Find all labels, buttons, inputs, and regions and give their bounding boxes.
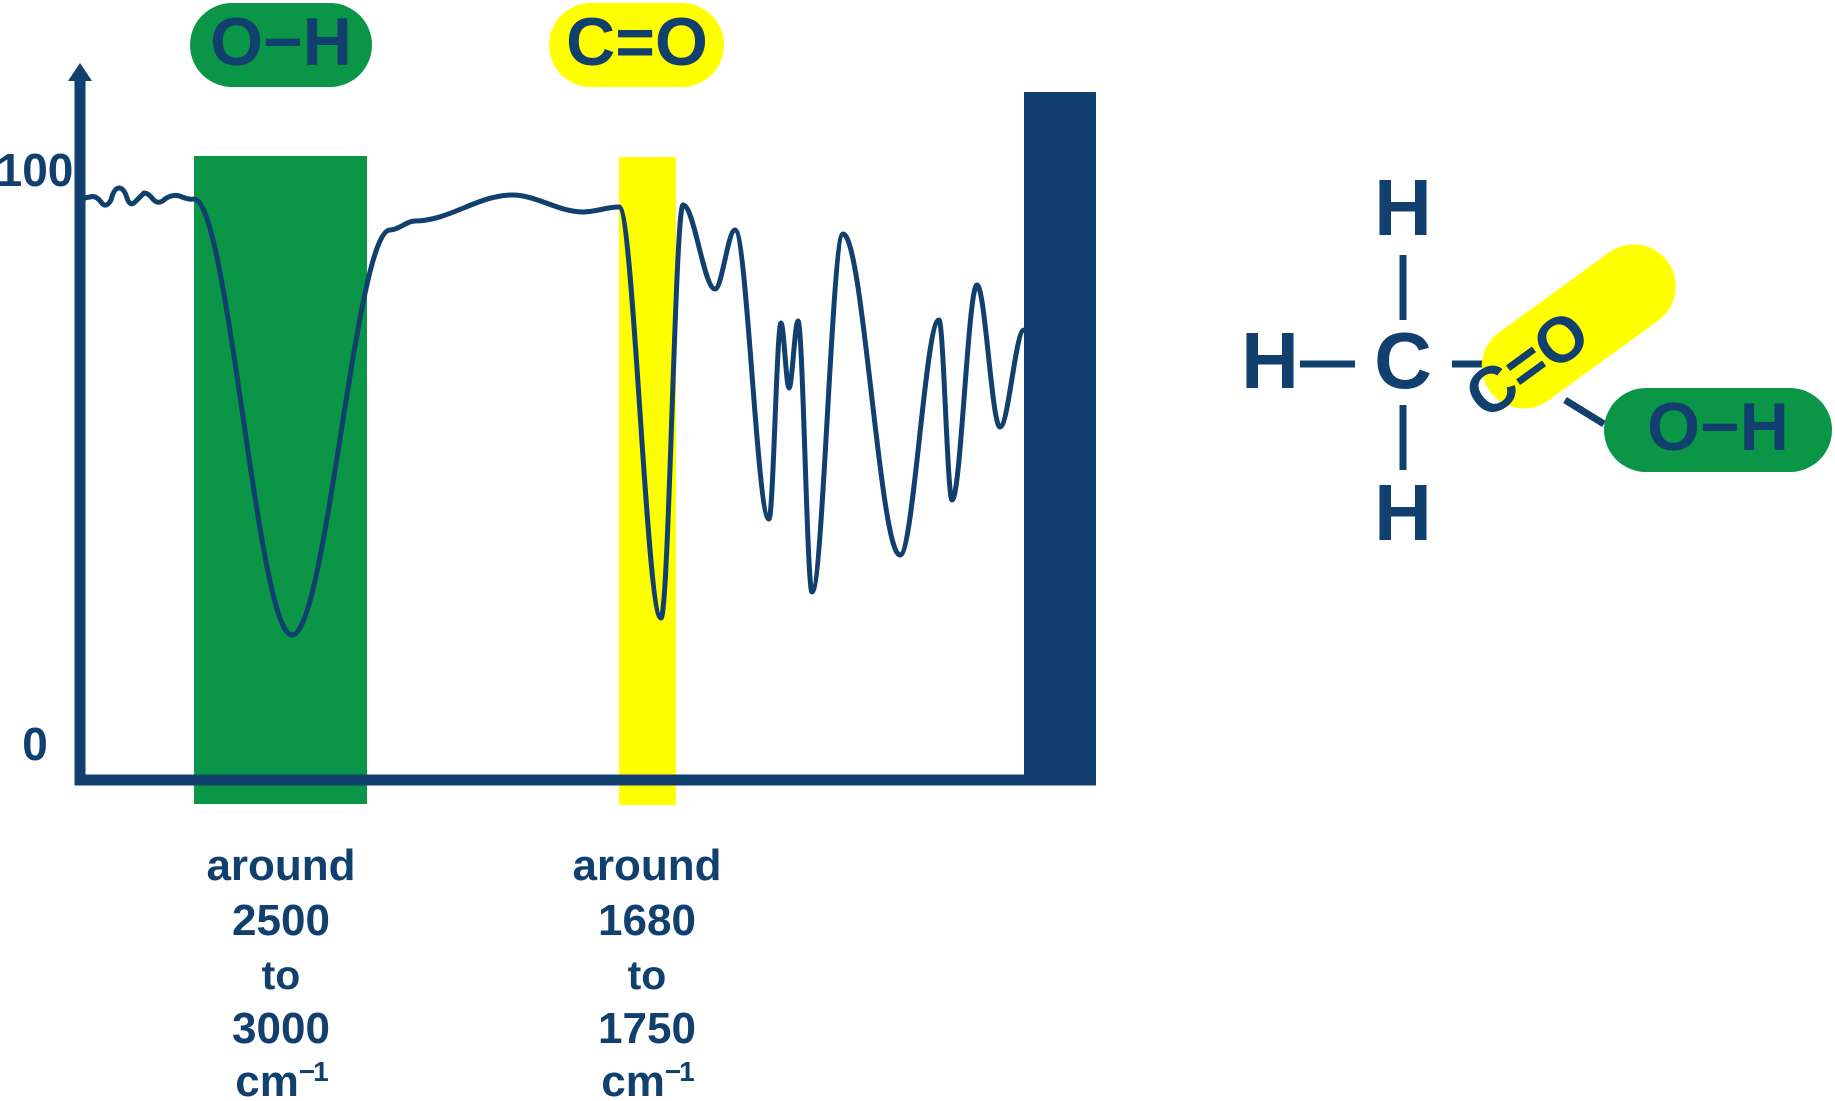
svg-text:C: C — [1374, 316, 1432, 405]
svg-text:3000: 3000 — [232, 1004, 330, 1053]
svg-text:O−H: O−H — [1647, 389, 1789, 465]
svg-text:2500: 2500 — [232, 896, 330, 945]
svg-text:to: to — [262, 952, 301, 998]
svg-text:C=O: C=O — [566, 4, 708, 80]
svg-text:to: to — [628, 952, 667, 998]
svg-text:100: 100 — [0, 144, 73, 196]
svg-text:H: H — [1374, 163, 1432, 252]
svg-text:1750: 1750 — [598, 1004, 696, 1053]
svg-text:1680: 1680 — [598, 896, 696, 945]
svg-text:cm−1: cm−1 — [235, 1056, 328, 1101]
svg-text:around: around — [572, 841, 721, 890]
svg-text:0: 0 — [22, 718, 48, 770]
svg-text:O−H: O−H — [210, 4, 352, 80]
svg-text:cm−1: cm−1 — [601, 1056, 694, 1101]
svg-text:H: H — [1374, 468, 1432, 557]
svg-text:H: H — [1241, 316, 1299, 405]
svg-text:around: around — [206, 841, 355, 890]
